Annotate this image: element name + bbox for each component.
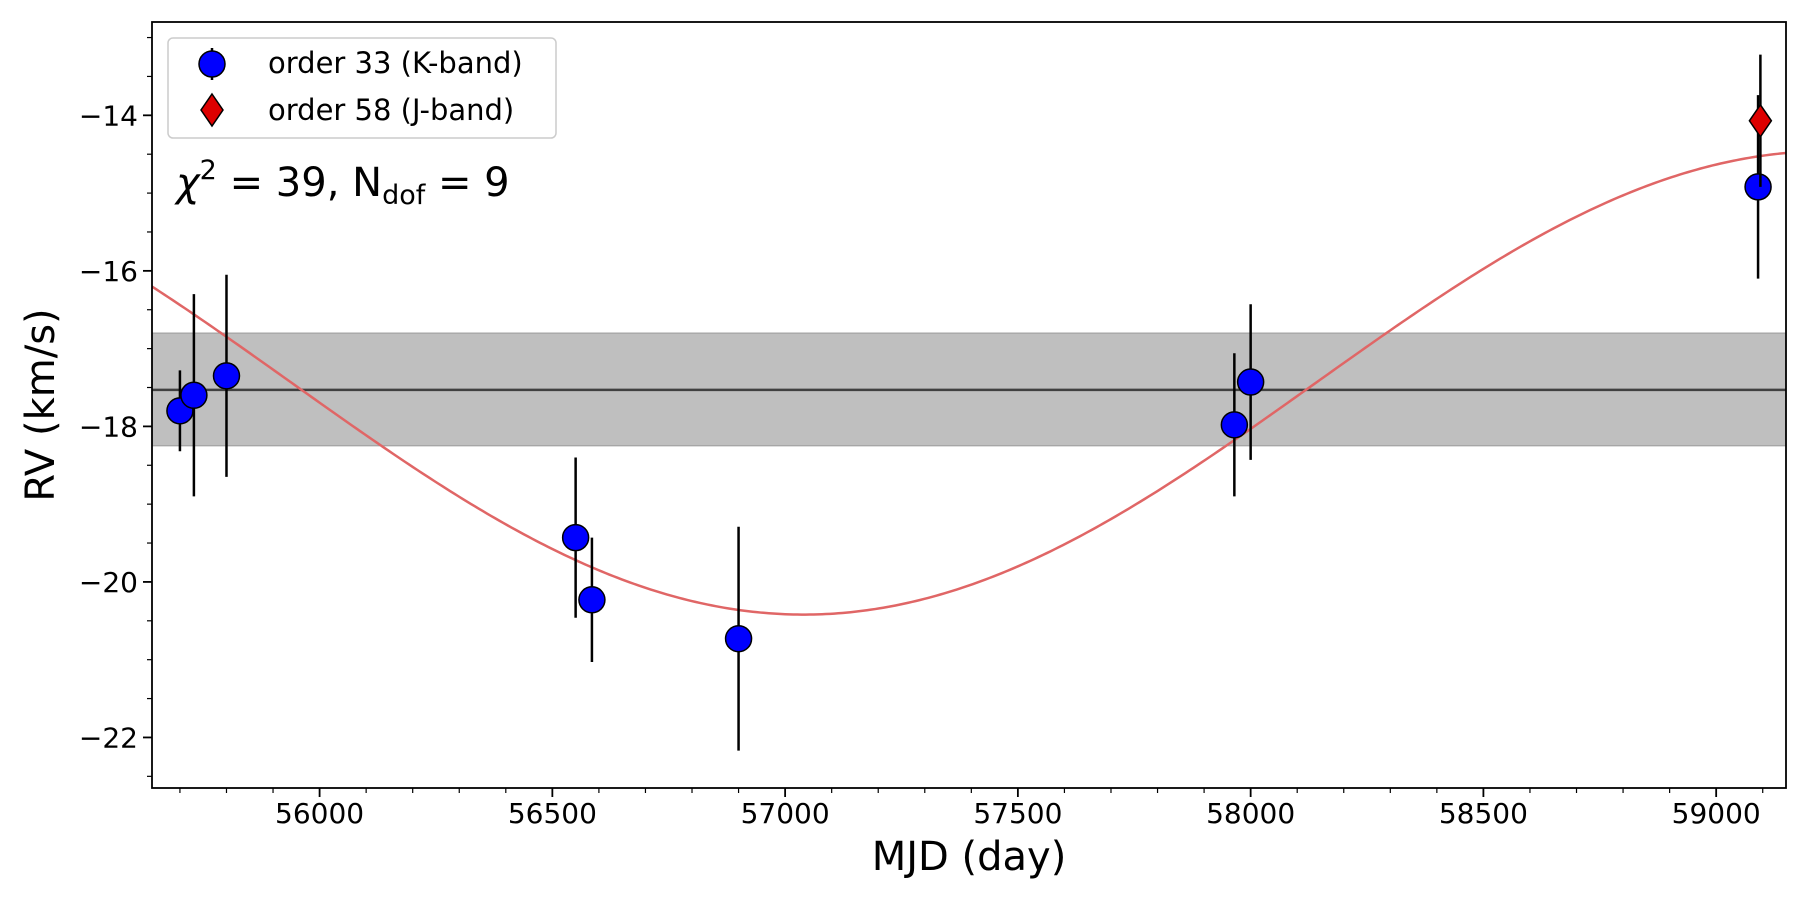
legend-frame	[167, 37, 557, 139]
y-tick-label-4: −14	[79, 99, 138, 132]
plot-area	[152, 54, 1786, 751]
dof-subscript: dof	[382, 180, 427, 211]
x-tick-label-56500: 56500	[508, 797, 597, 830]
data-point-k-band-7	[1236, 368, 1265, 396]
x-axis-label: MJD (day)	[872, 834, 1067, 880]
data-point-k-band-5	[724, 624, 753, 653]
data-point-k-band-2	[212, 362, 241, 390]
legend-marker-k-band	[198, 48, 226, 80]
chi-exponent: 2	[200, 155, 217, 186]
data-point-k-band-4	[578, 586, 606, 614]
legend-marker-j-band	[200, 92, 224, 128]
data-point-k-band-6	[1220, 411, 1249, 439]
dof-value: = 9	[425, 160, 509, 206]
plot-frame	[151, 21, 1787, 789]
data-point-k-band-3	[561, 523, 590, 552]
chi-value: = 39, N	[217, 160, 382, 206]
legend-label-j-band: order 58 (J-band)	[268, 93, 514, 127]
y-tick-label-2: −18	[79, 410, 138, 443]
chi-symbol: χ	[174, 160, 201, 206]
y-tick-label-1: −20	[79, 566, 138, 599]
x-tick-label-56000: 56000	[275, 797, 364, 830]
x-tick-label-59000: 59000	[1672, 797, 1761, 830]
chi-square-annotation: χ2 = 39, Ndof = 9	[174, 155, 510, 211]
y-tick-label-0: −22	[79, 721, 138, 754]
data-point-j-band-0	[1748, 103, 1773, 139]
x-tick-label-58000: 58000	[1206, 797, 1295, 830]
x-tick-label-58500: 58500	[1439, 797, 1528, 830]
x-tick-label-57000: 57000	[741, 797, 830, 830]
data-point-k-band-1	[180, 381, 208, 410]
data-point-k-band-8	[1744, 173, 1772, 201]
model-curve	[152, 151, 1786, 616]
axes: 56000 56500 57000 57500 58000 58500 59000 −22 −2…	[79, 36, 1764, 830]
legend: order 33 (K-band) order 58 (J-band)	[167, 37, 557, 139]
y-tick-label-3: −16	[79, 255, 138, 288]
legend-label-k-band: order 33 (K-band)	[268, 46, 523, 80]
y-axis-label: RV (km/s)	[18, 308, 64, 501]
x-tick-label-57500: 57500	[973, 797, 1062, 830]
